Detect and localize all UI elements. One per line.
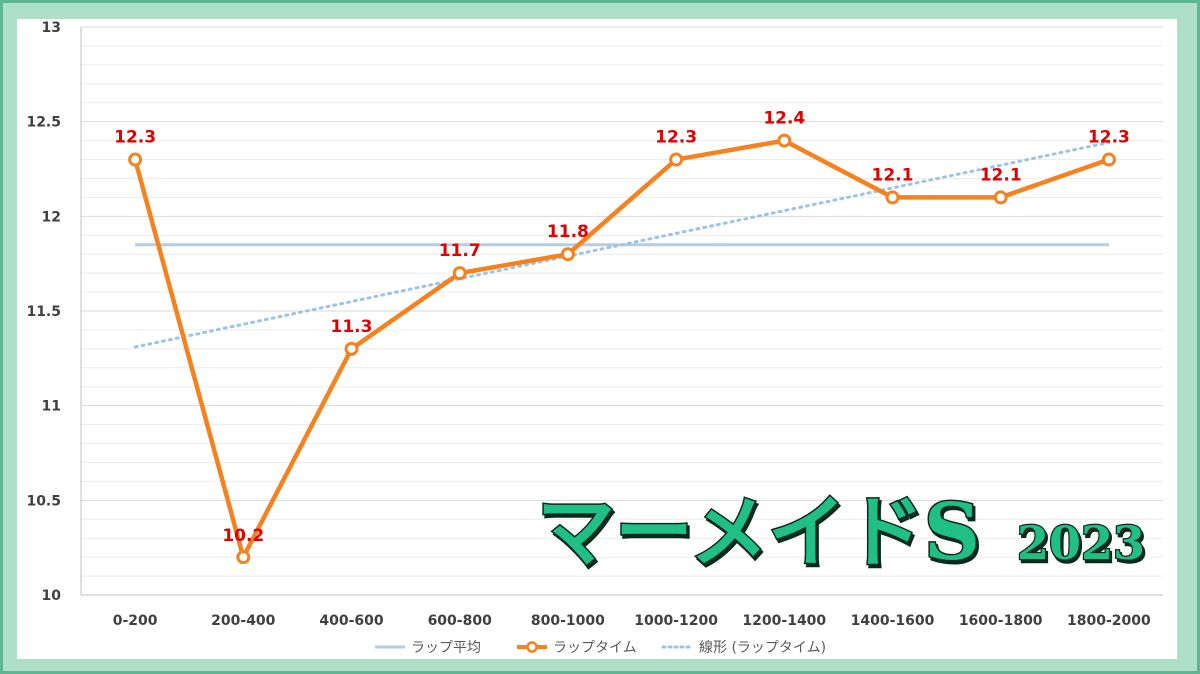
lap-point bbox=[128, 152, 143, 167]
line-chart: 10 10.5 11 11.5 12 12.5 13 0-200 200-400 400-600… bbox=[26, 20, 1163, 656]
lap-point bbox=[669, 152, 684, 167]
x-tick-label: 1600-1800 bbox=[959, 613, 1043, 629]
lap-point bbox=[236, 550, 251, 565]
data-label: 12.4 bbox=[763, 109, 805, 129]
y-tick-label: 12 bbox=[42, 209, 61, 225]
gridlines bbox=[81, 26, 1163, 596]
data-label: 11.8 bbox=[547, 222, 589, 242]
plot-panel: 10 10.5 11 11.5 12 12.5 13 0-200 200-400 400-600… bbox=[17, 19, 1177, 659]
lap-point bbox=[777, 133, 792, 148]
y-tick-label: 10 bbox=[42, 588, 62, 604]
race-year-text: 2023 bbox=[1017, 516, 1145, 570]
y-axis: 10 10.5 11 11.5 12 12.5 13 bbox=[26, 20, 82, 604]
data-label: 12.1 bbox=[872, 165, 914, 185]
x-tick-label: 0-200 bbox=[113, 613, 158, 629]
series-trendline bbox=[133, 140, 1111, 349]
x-tick-label: 1200-1400 bbox=[742, 613, 826, 629]
x-tick-label: 1800-2000 bbox=[1067, 613, 1151, 629]
y-tick-label: 13 bbox=[42, 20, 61, 36]
race-title-text: マーメイドS bbox=[537, 487, 980, 578]
lap-point bbox=[560, 247, 575, 262]
lap-point bbox=[344, 341, 359, 356]
data-label: 12.3 bbox=[655, 128, 697, 148]
legend-label-trend: 線形 (ラップタイム) bbox=[699, 640, 826, 656]
legend: ラップ平均 ラップタイム 線形 (ラップタイム) bbox=[375, 640, 826, 656]
data-labels: 12.3 10.2 11.3 11.7 11.8 12.3 12.4 12.1 12.1 12.3 bbox=[114, 109, 1130, 547]
y-tick-label: 10.5 bbox=[26, 493, 61, 509]
x-tick-label: 600-800 bbox=[428, 613, 493, 629]
y-tick-label: 11 bbox=[42, 399, 61, 415]
lap-point bbox=[993, 190, 1008, 205]
data-label: 11.3 bbox=[331, 317, 373, 337]
x-tick-label: 1400-1600 bbox=[851, 613, 935, 629]
x-tick-label: 200-400 bbox=[211, 613, 276, 629]
series-lap-time bbox=[128, 133, 1116, 565]
y-tick-label: 12.5 bbox=[26, 115, 61, 131]
lap-line bbox=[132, 138, 1110, 560]
x-tick-label: 800-1000 bbox=[531, 613, 605, 629]
data-label: 12.3 bbox=[114, 128, 156, 148]
x-tick-label: 400-600 bbox=[319, 613, 384, 629]
lap-point bbox=[452, 266, 467, 281]
data-label: 10.2 bbox=[222, 526, 264, 546]
lap-point bbox=[885, 190, 900, 205]
x-axis: 0-200 200-400 400-600 600-800 800-1000 1000-1… bbox=[81, 594, 1163, 629]
trend-line bbox=[133, 140, 1111, 349]
y-tick-label: 11.5 bbox=[26, 304, 61, 320]
lap-point bbox=[1101, 152, 1116, 167]
legend-label-lap: ラップタイム bbox=[553, 640, 637, 656]
data-label: 12.1 bbox=[980, 165, 1022, 185]
legend-marker-lap bbox=[526, 641, 538, 653]
data-label: 11.7 bbox=[439, 241, 481, 261]
race-title: マーメイドS 2023 bbox=[536, 486, 1147, 580]
legend-label-average: ラップ平均 bbox=[411, 640, 481, 656]
data-label: 12.3 bbox=[1088, 128, 1130, 148]
x-tick-label: 1000-1200 bbox=[634, 613, 718, 629]
